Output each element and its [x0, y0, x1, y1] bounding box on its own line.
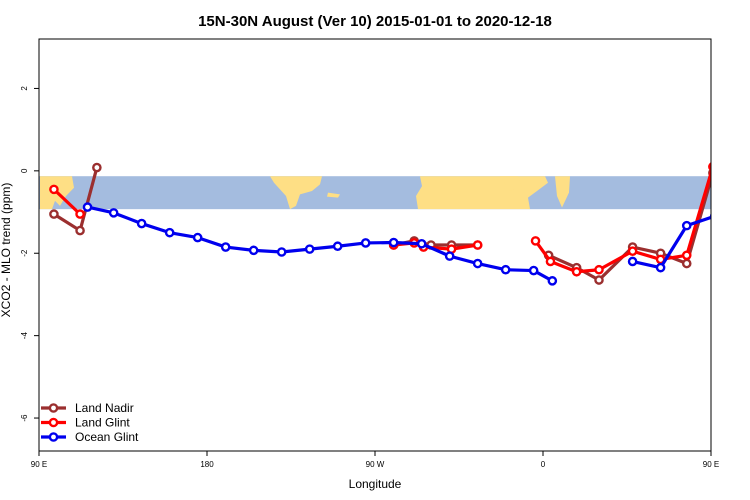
ocean-glint-point — [248, 245, 259, 256]
ocean-glint-point — [500, 264, 511, 275]
ocean-glint-point — [276, 247, 287, 257]
chart-title: 15N-30N August (Ver 10) 2015-01-01 to 20… — [198, 13, 552, 30]
legend-ocean-glint-marker — [48, 432, 59, 442]
land-glint-point — [627, 246, 638, 256]
land-cuba — [327, 192, 340, 198]
x-tick-label: 0 — [541, 460, 546, 469]
ocean-glint-point — [332, 241, 343, 252]
ocean-glint-point — [709, 213, 711, 220]
land-glint-point — [545, 256, 556, 267]
ocean-band — [39, 176, 711, 210]
land-arabia — [500, 176, 522, 192]
legend-land-nadir-marker — [48, 403, 59, 413]
legend-land-nadir-label: Land Nadir — [75, 401, 134, 415]
land-nadir-point — [681, 258, 692, 269]
land-nadir-point — [594, 275, 604, 285]
land-glint-point — [530, 236, 541, 246]
land-glint-point — [75, 209, 85, 219]
ocean-glint-point — [655, 262, 666, 273]
ocean-glint-point — [360, 238, 371, 248]
land-nadir-point — [92, 162, 102, 173]
y-axis-label: XCO2 - MLO trend (ppm) — [0, 183, 13, 318]
ocean-glint-point — [304, 244, 315, 254]
world-map-band — [39, 176, 711, 210]
land-glint-point — [571, 266, 582, 277]
land-glint-line — [534, 167, 711, 274]
ocean-glint-point — [416, 238, 427, 249]
land-africa — [416, 176, 548, 210]
y-tick-label: -4 — [20, 332, 29, 340]
ocean-glint-point — [472, 258, 483, 269]
land-nadir-point — [737, 211, 744, 218]
y-tick-label: 0 — [20, 168, 29, 173]
ocean-glint-point — [627, 256, 638, 267]
y-tick-label: -6 — [20, 414, 29, 422]
y-tick-label: 2 — [20, 86, 29, 91]
legend-ocean-glint-label: Ocean Glint — [75, 430, 139, 444]
land-glint-point — [472, 240, 483, 250]
ocean-glint-point — [528, 265, 539, 276]
x-tick-label: 90 E — [703, 460, 719, 469]
land-glint-point — [594, 264, 604, 275]
ocean-glint-point — [192, 232, 203, 243]
x-tick-label: 90 W — [366, 460, 385, 469]
ocean-glint-point — [388, 237, 399, 248]
land-nadir-point — [49, 209, 59, 219]
land-north-america — [270, 176, 322, 210]
ocean-glint-point — [108, 208, 119, 218]
series-ocean-glint — [82, 202, 711, 286]
land-glint-line — [52, 188, 82, 216]
ocean-glint-point — [547, 276, 558, 286]
land-glint-point — [681, 250, 692, 261]
ocean-glint-point — [681, 220, 692, 231]
legend-land-glint-label: Land Glint — [75, 416, 130, 430]
land-glint-point — [708, 162, 711, 172]
ocean-glint-point — [220, 242, 231, 252]
ocean-glint-line — [87, 205, 554, 283]
land-glint-point — [737, 186, 744, 193]
x-tick-label: 90 E — [31, 460, 47, 469]
ocean-glint-line — [632, 215, 711, 270]
ocean-glint-point — [444, 251, 455, 261]
ocean-glint-point — [136, 218, 147, 229]
legend-land-glint-marker — [48, 417, 59, 428]
land-india — [555, 176, 570, 208]
x-axis-label: Longitude — [349, 477, 402, 491]
land-glint-point — [49, 184, 59, 195]
plot-frame — [38, 38, 712, 452]
land-nadir-point — [75, 225, 85, 236]
ocean-glint-point — [82, 202, 93, 212]
ocean-glint-point — [164, 227, 175, 238]
x-tick-label: 180 — [200, 460, 214, 469]
y-tick-label: -2 — [20, 249, 29, 257]
